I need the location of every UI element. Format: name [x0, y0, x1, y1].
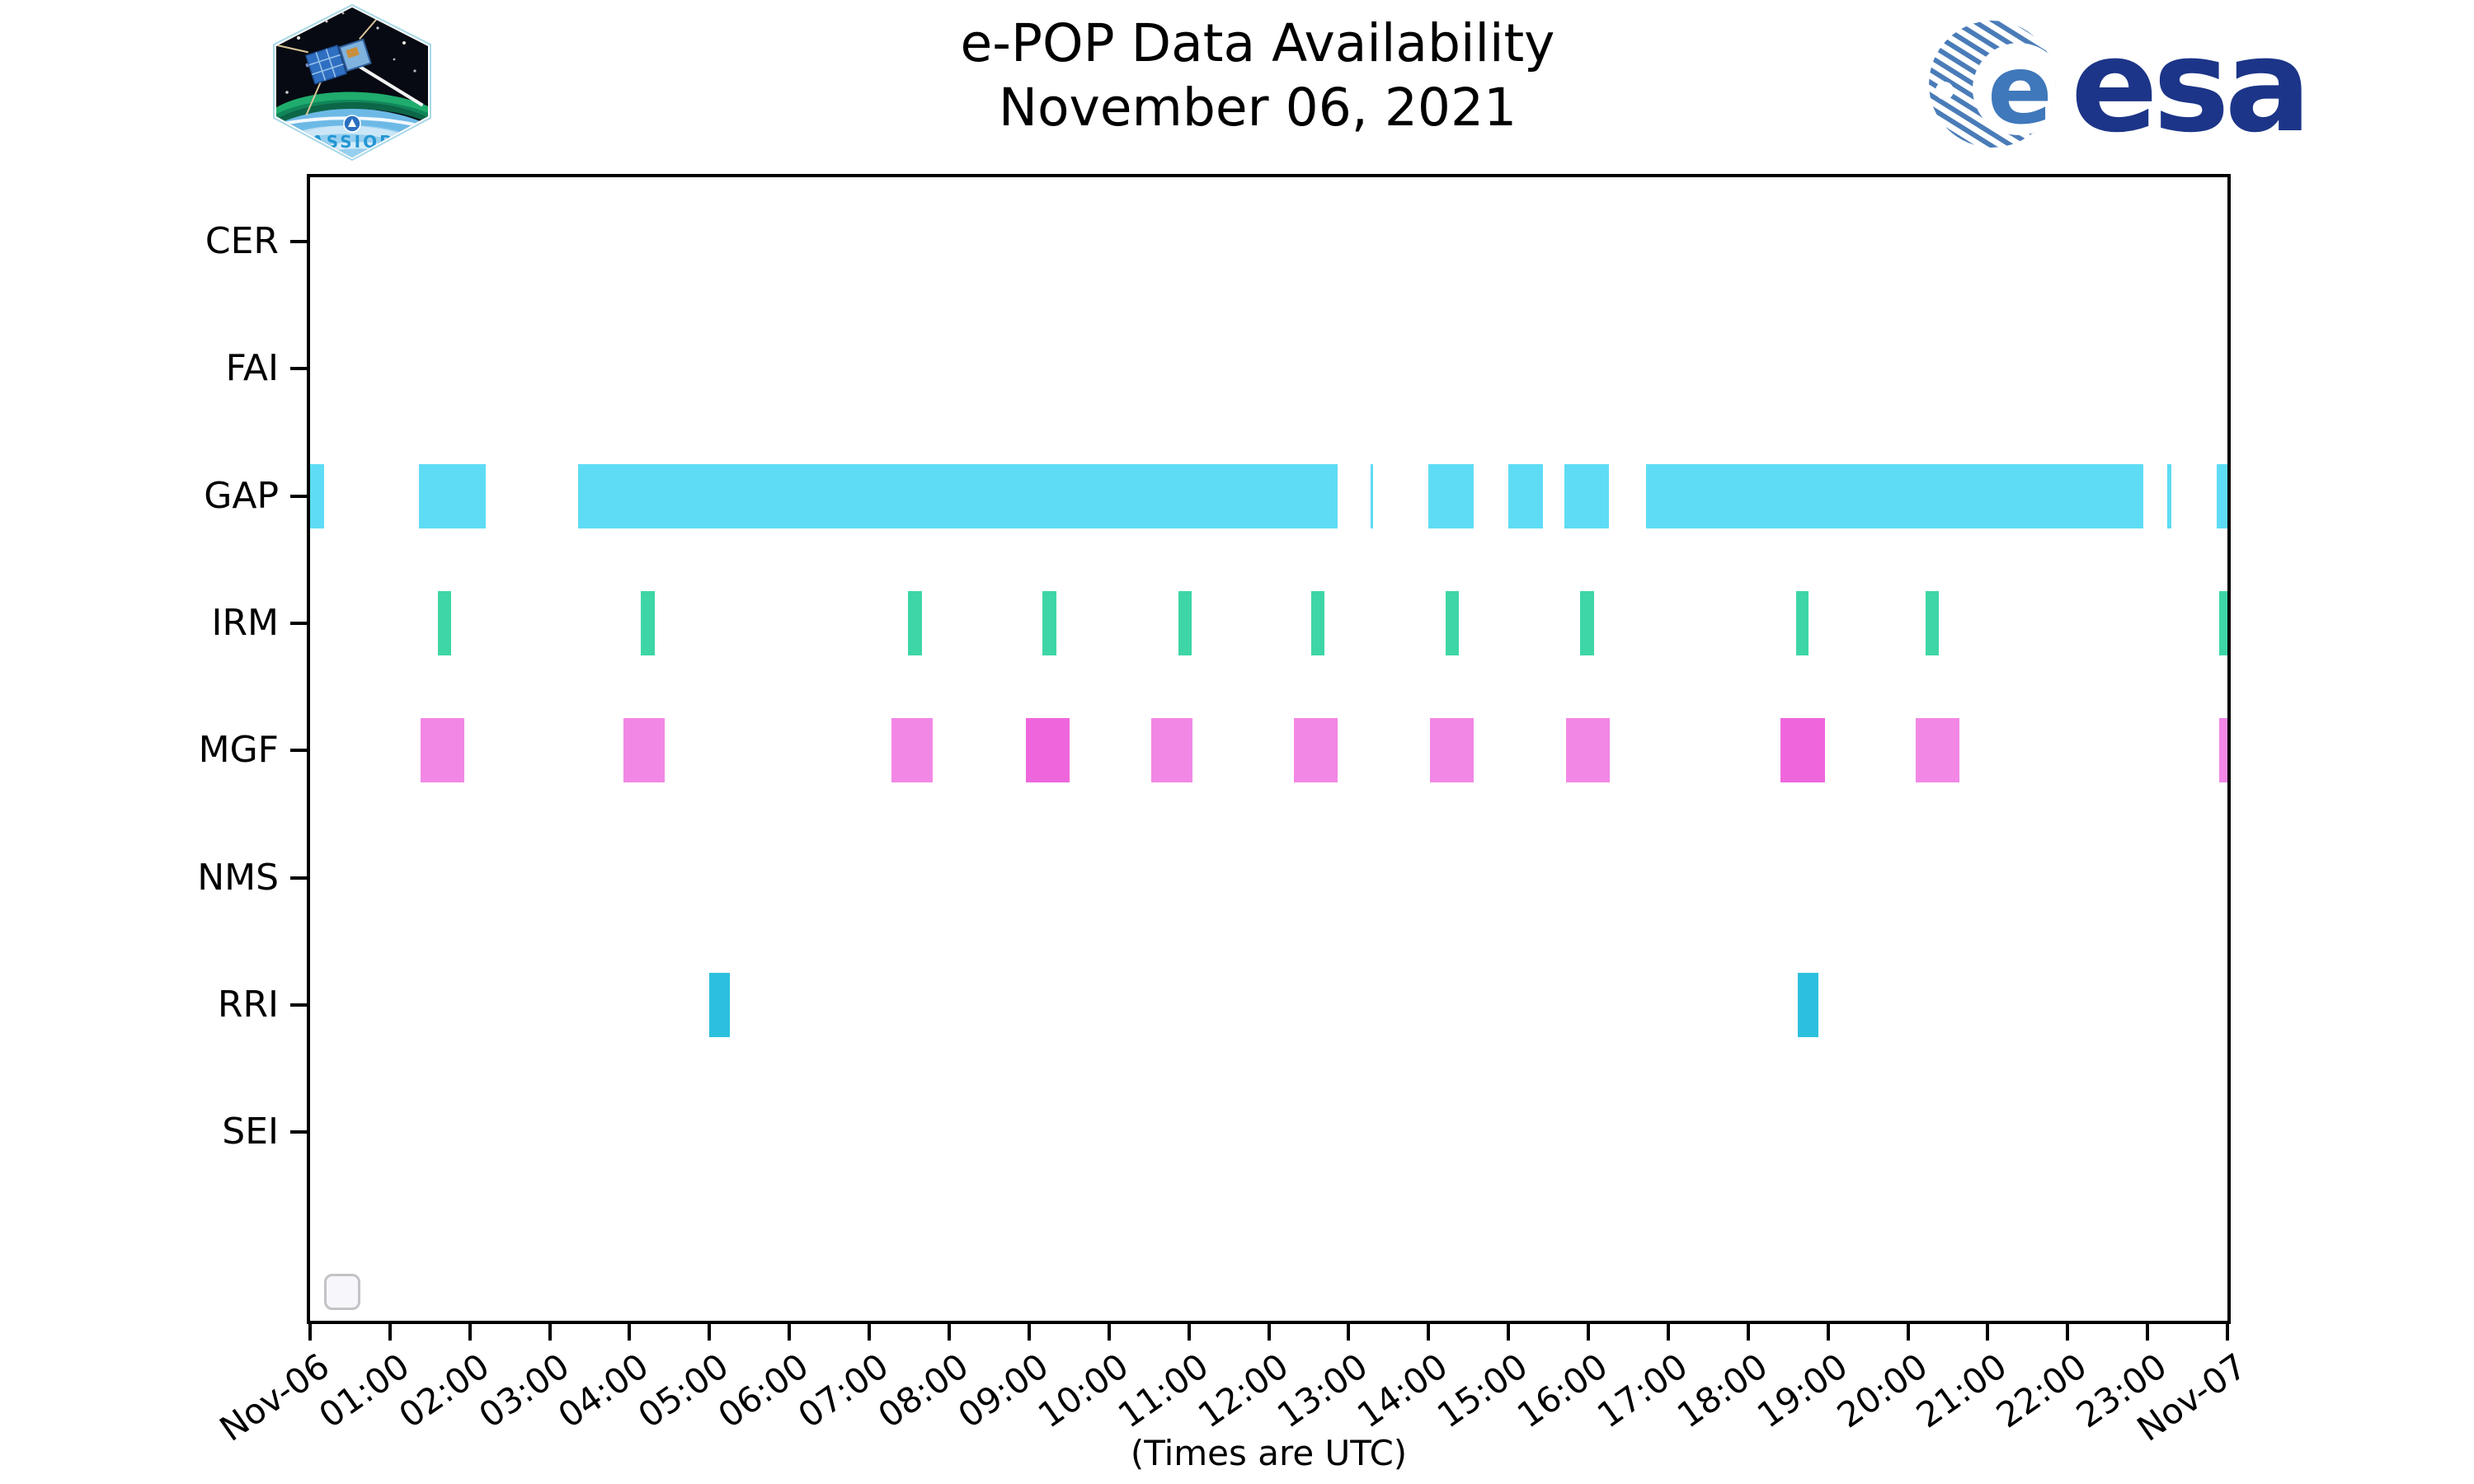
irm-bar	[2219, 590, 2227, 655]
x-tick	[1507, 1324, 1511, 1341]
gap-bar	[2167, 463, 2172, 528]
patch-scene: CASSIOPE	[276, 7, 428, 157]
y-tick	[290, 1003, 307, 1007]
esa-globe-icon: e	[1929, 21, 2056, 148]
irm-bar	[641, 590, 655, 655]
x-tick	[1826, 1324, 1830, 1341]
x-tick	[1027, 1324, 1031, 1341]
x-tick	[2066, 1324, 2070, 1341]
mgf-bar	[1780, 718, 1825, 783]
cassiope-label: CASSIOPE	[297, 132, 408, 152]
chart-title-block: e-POP Data Availability November 06, 202…	[577, 12, 1938, 140]
cassiope-patch-logo: CASSIOPE	[273, 3, 431, 162]
x-tick	[947, 1324, 951, 1341]
irm-bar	[907, 590, 923, 655]
x-tick	[1986, 1324, 1990, 1341]
satellite-icon	[276, 7, 424, 116]
mgf-bar	[891, 718, 933, 783]
mgf-bar	[1565, 718, 1611, 783]
rri-bar	[709, 972, 730, 1037]
x-tick	[1107, 1324, 1111, 1341]
x-tick	[2226, 1324, 2229, 1341]
mgf-bar	[420, 718, 464, 783]
chart-subtitle: November 06, 2021	[998, 77, 1517, 138]
mgf-bar	[1151, 718, 1192, 783]
rri-bar	[1797, 972, 1818, 1037]
irm-bar	[1178, 590, 1192, 655]
x-tick	[1666, 1324, 1670, 1341]
svg-text:e: e	[1987, 35, 2053, 146]
mgf-bar	[1026, 718, 1070, 783]
row-label-mgf: MGF	[198, 729, 279, 772]
row-label-fai: FAI	[225, 347, 279, 390]
irm-bar	[1925, 590, 1940, 655]
gap-bar	[577, 463, 1338, 528]
y-tick	[290, 621, 307, 625]
esa-wordmark: esa	[2071, 15, 2307, 153]
x-tick	[788, 1324, 792, 1341]
x-tick	[1906, 1324, 1910, 1341]
irm-bar	[1310, 590, 1325, 655]
gap-bar	[2217, 463, 2227, 528]
gap-bar	[418, 463, 487, 528]
gap-bar	[1508, 463, 1543, 528]
x-tick	[1187, 1324, 1191, 1341]
x-tick	[868, 1324, 872, 1341]
row-label-gap: GAP	[204, 474, 279, 517]
mgf-bar	[623, 718, 666, 783]
gap-bar	[310, 463, 325, 528]
x-tick	[468, 1324, 472, 1341]
x-tick	[308, 1324, 312, 1341]
gap-bar	[1428, 463, 1475, 528]
irm-bar	[1795, 590, 1809, 655]
y-tick	[290, 1130, 307, 1134]
x-tick	[2146, 1324, 2150, 1341]
irm-bar	[1445, 590, 1460, 655]
x-tick	[1746, 1324, 1750, 1341]
x-axis-caption: (Times are UTC)	[1130, 1433, 1408, 1473]
irm-bar	[438, 590, 452, 655]
x-tick	[1267, 1324, 1271, 1341]
empty-legend-box	[324, 1274, 360, 1310]
y-tick	[290, 367, 307, 371]
row-label-cer: CER	[205, 220, 279, 262]
x-tick	[1586, 1324, 1590, 1341]
x-tick	[708, 1324, 712, 1341]
x-tick	[1347, 1324, 1351, 1341]
chart-title: e-POP Data Availability	[960, 13, 1555, 73]
row-label-irm: IRM	[211, 601, 279, 644]
irm-bar	[1042, 590, 1056, 655]
row-label-nms: NMS	[197, 856, 279, 899]
x-tick	[1427, 1324, 1431, 1341]
esa-logo: e esa	[1929, 15, 2312, 153]
row-label-rri: RRI	[217, 983, 279, 1026]
mgf-bar	[1293, 718, 1338, 783]
y-tick	[290, 876, 307, 880]
mgf-bar	[1430, 718, 1475, 783]
x-tick	[628, 1324, 632, 1341]
gap-bar	[1370, 463, 1374, 528]
irm-bar	[1580, 590, 1594, 655]
mgf-bar	[2219, 718, 2227, 783]
x-tick	[548, 1324, 552, 1341]
gap-bar	[1564, 463, 1610, 528]
gap-bar	[1645, 463, 2144, 528]
mgf-bar	[1916, 718, 1960, 783]
plot-area: CER FAI GAP IRM MGF NMS RRI SEI Nov-06 01:00 02:00…	[197, 174, 2254, 1449]
x-tick	[388, 1324, 392, 1341]
y-tick	[290, 240, 307, 243]
row-label-sei: SEI	[222, 1111, 279, 1153]
y-tick	[290, 749, 307, 753]
y-tick	[290, 494, 307, 498]
